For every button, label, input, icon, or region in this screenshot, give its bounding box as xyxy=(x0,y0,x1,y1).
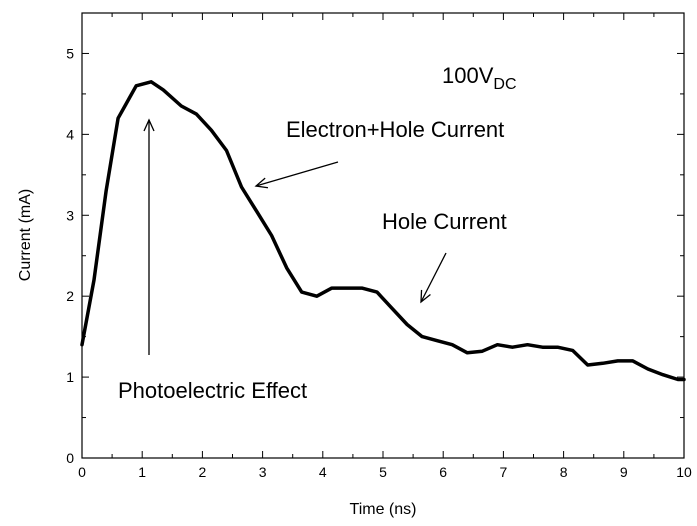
x-tick-label: 1 xyxy=(138,464,146,480)
y-axis-title: Current (mA) xyxy=(17,189,34,281)
x-axis-ticks: 0 1 2 3 4 5 6 7 8 9 10 xyxy=(78,13,692,480)
x-tick-label: 5 xyxy=(379,464,387,480)
x-tick-label: 2 xyxy=(199,464,207,480)
x-tick-label: 0 xyxy=(78,464,86,480)
voltage-subscript-text: DC xyxy=(493,76,516,93)
y-tick-label: 2 xyxy=(66,288,74,304)
hole-current-arrow xyxy=(421,253,446,302)
x-tick-label: 8 xyxy=(560,464,568,480)
y-tick-label: 5 xyxy=(66,45,74,61)
hole-current-label: Hole Current xyxy=(382,209,507,234)
y-tick-label: 0 xyxy=(66,450,74,466)
x-tick-label: 4 xyxy=(319,464,327,480)
y-tick-label: 4 xyxy=(66,126,74,142)
x-tick-label: 7 xyxy=(500,464,508,480)
electron-hole-current-arrow xyxy=(256,162,338,186)
x-tick-label: 6 xyxy=(439,464,447,480)
x-tick-label: 9 xyxy=(620,464,628,480)
electron-hole-current-label: Electron+Hole Current xyxy=(286,117,504,142)
voltage-annotation: 100VDC xyxy=(442,63,517,93)
photoelectric-effect-label: Photoelectric Effect xyxy=(118,378,307,403)
x-tick-label: 3 xyxy=(259,464,267,480)
x-axis-title: Time (ns) xyxy=(350,501,417,518)
x-tick-label: 10 xyxy=(676,464,692,480)
voltage-main-text: 100V xyxy=(442,63,494,88)
y-tick-label: 1 xyxy=(66,369,74,385)
y-tick-label: 3 xyxy=(66,207,74,223)
